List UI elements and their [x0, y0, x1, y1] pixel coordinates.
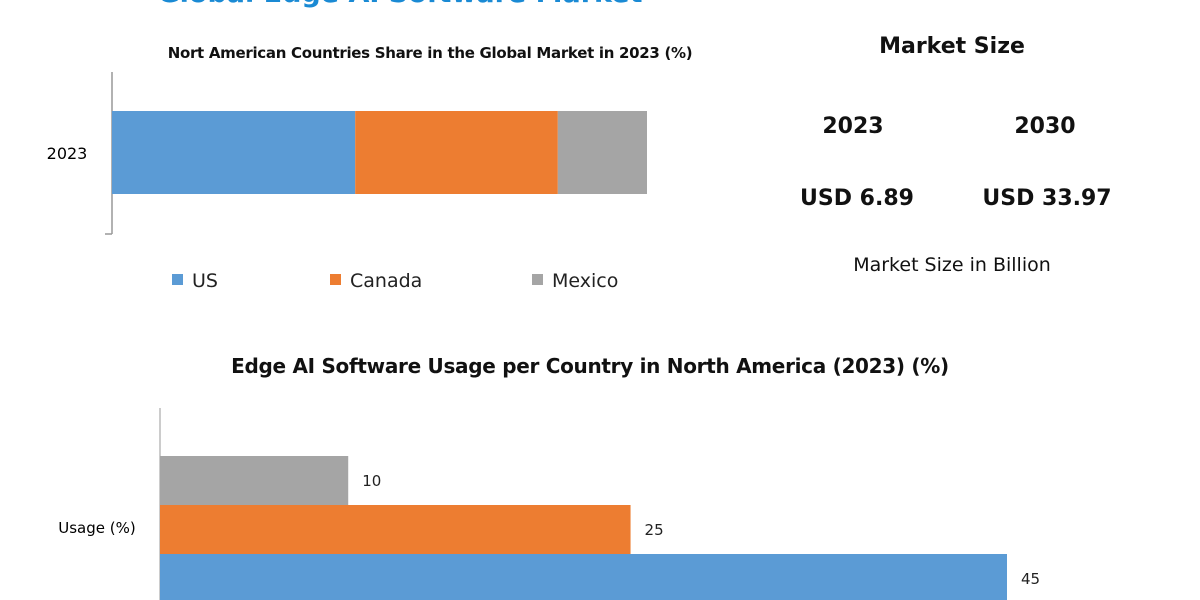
- market-size-note: Market Size in Billion: [853, 254, 1051, 276]
- usage-chart-title: Edge AI Software Usage per Country in No…: [231, 354, 949, 378]
- usage-value-label-canada: 25: [645, 521, 664, 539]
- share-category-label: 2023: [47, 144, 88, 163]
- stack-segment-us: [112, 111, 356, 194]
- year-2023: 2023: [822, 114, 884, 139]
- usage-bar-canada: [160, 505, 631, 554]
- value-2023: USD 6.89: [800, 186, 914, 211]
- legend-swatch-mexico: [532, 274, 543, 285]
- legend-label-canada: Canada: [350, 270, 422, 292]
- share-chart-title: Nort American Countries Share in the Glo…: [167, 44, 693, 62]
- legend-swatch-canada: [330, 274, 341, 285]
- stack-segment-mexico: [557, 111, 647, 194]
- usage-chart: Usage (%) 10 25 45: [58, 408, 1040, 600]
- usage-value-label-mexico: 10: [362, 472, 381, 490]
- year-2030: 2030: [1014, 114, 1076, 139]
- legend-label-us: US: [192, 270, 218, 292]
- value-2030: USD 33.97: [982, 186, 1112, 211]
- usage-bar-us: [160, 554, 1007, 600]
- usage-value-label-us: 45: [1021, 570, 1040, 588]
- stack-segment-canada: [355, 111, 558, 194]
- legend-swatch-us: [172, 274, 183, 285]
- usage-bar-mexico: [160, 456, 349, 505]
- share-chart: 2023 US Canada Mexico: [47, 72, 647, 292]
- market-size-heading: Market Size: [879, 34, 1025, 59]
- main-title: Global Edge AI Software Market: [0, 0, 800, 9]
- legend-label-mexico: Mexico: [552, 270, 618, 292]
- usage-category-label: Usage (%): [58, 519, 135, 537]
